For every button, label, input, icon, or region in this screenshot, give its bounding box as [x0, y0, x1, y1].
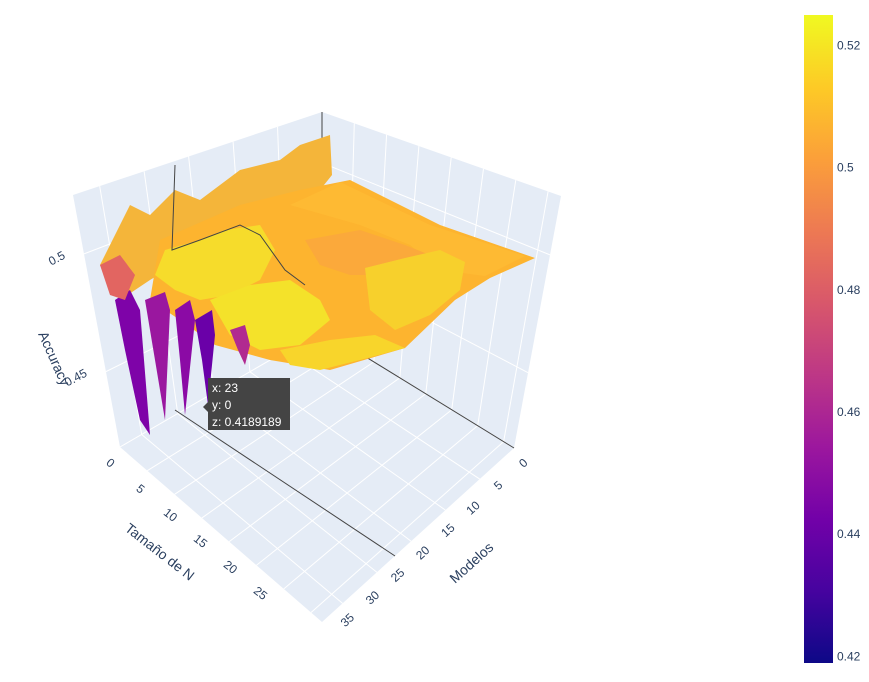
surface-yellow-ridge-left [155, 225, 275, 300]
colorbar-tick-label: 0.44 [837, 527, 861, 541]
surface-dip-1 [115, 290, 150, 435]
grid-line-x [256, 409, 453, 566]
hover-x: x: 23 [212, 381, 238, 395]
hover-tooltip-box [208, 378, 290, 430]
surface-dip-2 [145, 292, 170, 420]
grid-line-x [283, 425, 478, 590]
x-tick-label: 35 [338, 610, 358, 630]
grid-line-x [228, 393, 427, 542]
grid-line-x [201, 377, 401, 519]
colorbar-ticks: 0.42 0.44 0.46 0.48 0.5 0.52 [837, 39, 861, 664]
y-tick-label: 10 [161, 505, 180, 524]
grid-line-y [285, 350, 480, 480]
grid-line-x-wall [503, 191, 549, 442]
hover-tooltip: x: 23 y: 0 z: 0.4189189 [203, 378, 290, 430]
y-tick-label: 15 [191, 531, 210, 550]
grid-line-y [141, 434, 343, 604]
x-tick-label: 10 [463, 498, 483, 518]
x-tick-label: 15 [438, 520, 458, 540]
z-tick-label: 0.5 [46, 248, 68, 268]
x-axis-title: Modelos [446, 539, 496, 586]
surface-contour-line [171, 164, 306, 286]
y-tick-label: 5 [134, 481, 148, 496]
y-tick-label: 0 [104, 455, 118, 470]
projection-line [174, 409, 396, 557]
surface-dip-5 [230, 325, 250, 365]
colorbar [804, 15, 833, 663]
hover-pointer [203, 402, 208, 412]
grid-line-x-wall [477, 180, 517, 426]
colorbar-tick-label: 0.42 [837, 649, 861, 663]
x-tick-label: 0 [516, 455, 531, 470]
y-tick-label: 20 [221, 558, 240, 577]
colorbar-tick-label: 0.46 [837, 405, 861, 419]
grid-line-x [310, 441, 504, 613]
x-tick-label: 25 [388, 565, 408, 585]
hover-y: y: 0 [212, 398, 232, 412]
colorbar-tick-label: 0.52 [837, 39, 861, 53]
hover-z: z: 0.4189189 [212, 415, 282, 429]
surface-front-strip [280, 335, 405, 370]
z-axis-title: Accuracy [35, 329, 73, 388]
surface-dip-3 [175, 300, 195, 415]
surface-flat-top [290, 182, 525, 276]
x-tick-label: 5 [491, 478, 506, 493]
x-tick-label: 20 [413, 543, 433, 563]
colorbar-tick-label: 0.5 [837, 161, 854, 175]
surface-mesh[interactable] [100, 135, 535, 435]
y-axis-title: Tamaño de N [122, 520, 197, 584]
grid-line-y [177, 413, 378, 573]
surface-yellow-ridge-right [365, 250, 465, 330]
surface-left-edge [100, 255, 135, 300]
x-tick-label: 30 [363, 588, 383, 608]
y-tick-label: 25 [251, 584, 270, 603]
colorbar-tick-label: 0.48 [837, 283, 861, 297]
